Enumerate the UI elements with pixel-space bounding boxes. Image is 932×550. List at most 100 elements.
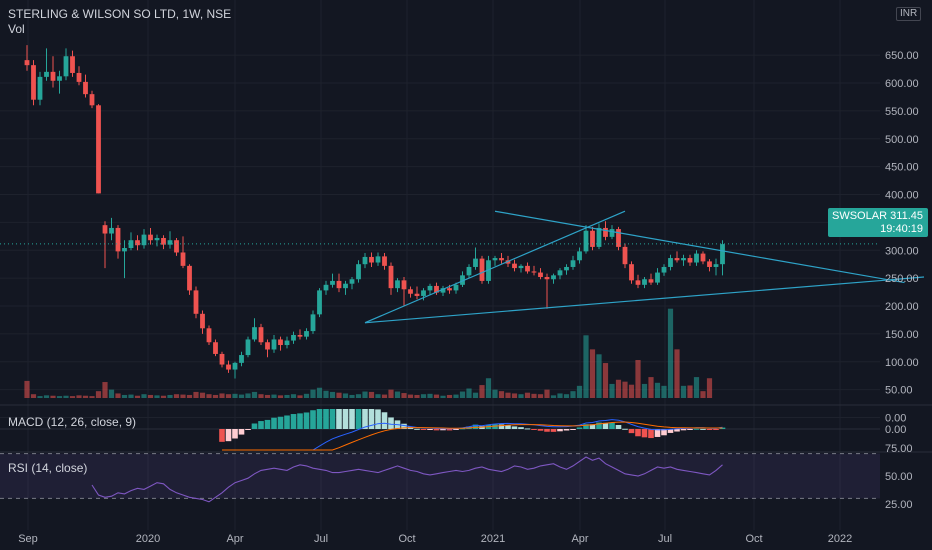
- time-tick-label: Apr: [571, 533, 588, 545]
- price-tick-label: 400.00: [885, 190, 919, 202]
- macd-hist-bar: [544, 429, 550, 432]
- price-tick-label: 550.00: [885, 106, 919, 118]
- volume-bar: [407, 394, 414, 398]
- volume-bar: [674, 349, 680, 398]
- candle-body: [408, 289, 413, 294]
- macd-hist-bar: [693, 428, 700, 430]
- volume-bar: [89, 396, 95, 398]
- candle-body: [707, 261, 712, 267]
- candle-body: [518, 265, 524, 269]
- rsi-label[interactable]: RSI (14, close): [8, 461, 88, 475]
- volume-bar: [271, 394, 277, 398]
- volume-bar: [453, 394, 459, 398]
- candle-body: [473, 258, 478, 267]
- macd-hist-bar: [381, 412, 388, 429]
- macd-hist-bar: [609, 422, 615, 429]
- volume-bar: [531, 393, 537, 398]
- macd-hist-bar: [518, 427, 524, 429]
- time-tick-label: 2022: [828, 533, 852, 545]
- time-tick-label: Oct: [745, 533, 762, 545]
- macd-label[interactable]: MACD (12, 26, close, 9): [8, 415, 137, 429]
- volume-bar: [576, 385, 583, 398]
- price-tick-label: 450.00: [885, 162, 919, 174]
- macd-hist-bar: [258, 421, 264, 429]
- macd-tick-label: 0.00: [885, 424, 906, 436]
- macd-pane: 0.00: [0, 409, 906, 451]
- volume-bar: [472, 392, 479, 398]
- price-tick-label: 650.00: [885, 50, 919, 62]
- candle-body: [434, 285, 439, 293]
- macd-hist-bar: [310, 410, 316, 429]
- volume-bar: [667, 308, 674, 398]
- volume-bar: [427, 393, 433, 398]
- macd-hist-bar: [427, 429, 433, 430]
- candle-body: [603, 227, 608, 237]
- macd-hist-bar: [557, 429, 563, 432]
- candlesticks: [24, 45, 725, 379]
- trendlines[interactable]: [364, 210, 925, 324]
- macd-hist-bar: [589, 424, 596, 429]
- volume-bar: [245, 393, 251, 398]
- candle-body: [622, 246, 628, 265]
- macd-hist-bar: [596, 422, 602, 429]
- candle-body: [44, 71, 49, 77]
- macd-hist-bar: [316, 409, 323, 429]
- volume-bar: [602, 363, 609, 398]
- candle-body: [401, 280, 407, 290]
- macd-hist-bar: [667, 429, 674, 433]
- volume-bar: [485, 378, 492, 398]
- time-axis[interactable]: Sep 2020 Apr Jul Oct 2021 Apr Jul Oct 2022: [18, 533, 852, 545]
- volume-bar: [56, 396, 63, 398]
- macd-hist-bar: [323, 409, 329, 429]
- candle-body: [486, 260, 491, 281]
- volume-bar: [479, 385, 485, 398]
- candle-body: [226, 364, 231, 370]
- candle-body: [382, 256, 387, 266]
- volume-bar: [420, 394, 427, 398]
- macd-hist-bar: [706, 429, 713, 430]
- macd-hist-bar: [661, 429, 667, 436]
- macd-hist-bar: [576, 427, 583, 429]
- candle-body: [284, 340, 290, 346]
- candle-body: [213, 342, 218, 354]
- candle-body: [362, 256, 368, 265]
- volume-bar: [466, 388, 472, 398]
- candle-body: [564, 266, 569, 271]
- candle-body: [148, 234, 153, 241]
- candle-body: [187, 265, 192, 291]
- candle-body: [499, 258, 504, 261]
- price-tick-label: 500.00: [885, 134, 919, 146]
- candle-body: [661, 266, 667, 273]
- candle-body: [681, 258, 686, 261]
- volume-bar: [323, 390, 329, 398]
- candle-body: [193, 290, 199, 314]
- price-tag: SWSOLAR 311.45 19:40:19: [828, 208, 928, 237]
- candle-body: [70, 56, 75, 73]
- volume-bar: [524, 392, 531, 398]
- macd-hist-bar: [355, 409, 362, 429]
- candle-body: [200, 313, 205, 329]
- macd-hist-bar: [537, 429, 544, 431]
- volume-bar: [537, 394, 544, 398]
- candle-body: [466, 266, 472, 276]
- macd-hist-bar: [622, 428, 628, 430]
- pane-separators: [0, 404, 932, 453]
- macd-hist-bar: [674, 429, 680, 432]
- macd-hist-bar: [342, 409, 349, 429]
- volume-bar: [700, 391, 706, 398]
- macd-hist-bar: [713, 429, 719, 430]
- volume-bar: [596, 354, 602, 398]
- currency-label[interactable]: INR: [896, 7, 922, 21]
- candle-body: [570, 260, 576, 267]
- volume-bar: [440, 395, 446, 398]
- volume-bar: [37, 396, 43, 398]
- volume-bar: [297, 395, 303, 398]
- price-axis[interactable]: 650.00600.00550.00500.00450.00400.00350.…: [885, 50, 919, 424]
- candle-body: [128, 240, 134, 249]
- volume-bar: [24, 380, 30, 398]
- volume-bar: [173, 394, 180, 398]
- candle-body: [265, 342, 270, 350]
- volume-bar: [63, 395, 69, 398]
- macd-hist-bar: [271, 417, 277, 429]
